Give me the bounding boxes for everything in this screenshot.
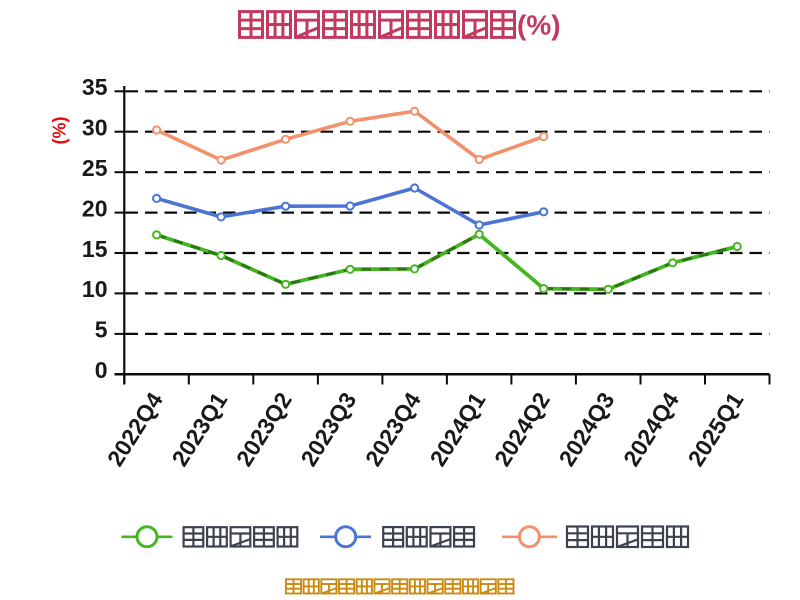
- svg-text:30: 30: [82, 115, 108, 141]
- svg-text:25: 25: [82, 155, 108, 181]
- svg-text:0: 0: [95, 357, 108, 383]
- svg-text:10: 10: [82, 276, 108, 302]
- svg-text:35: 35: [82, 74, 108, 100]
- svg-text:15: 15: [82, 236, 108, 262]
- svg-text:20: 20: [82, 195, 108, 221]
- svg-text:(%): (%): [49, 117, 69, 145]
- svg-text:5: 5: [95, 317, 108, 343]
- svg-text:(%): (%): [517, 10, 561, 41]
